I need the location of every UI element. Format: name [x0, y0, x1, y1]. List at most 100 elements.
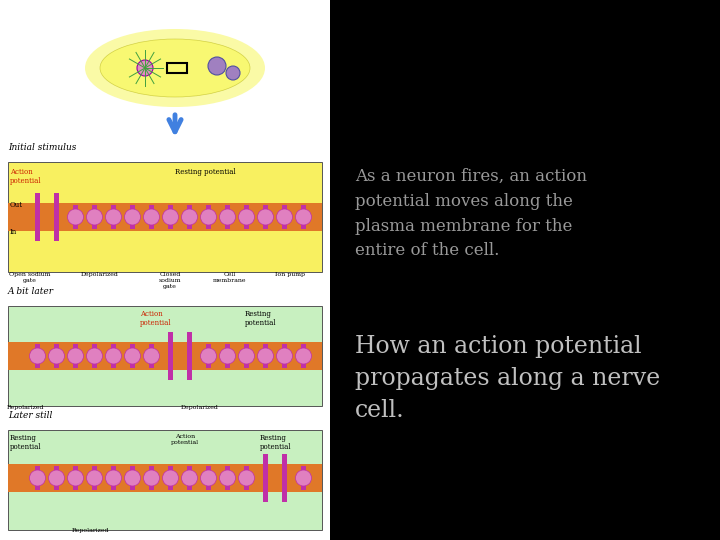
Circle shape [200, 348, 217, 364]
Bar [263, 205, 268, 229]
Circle shape [137, 60, 153, 76]
Bar [92, 205, 97, 229]
Text: Open sodium
gate: Open sodium gate [9, 272, 50, 283]
Bar [130, 466, 135, 490]
Text: Cell
membrane: Cell membrane [213, 272, 247, 283]
Bar [92, 466, 97, 490]
Bar [225, 344, 230, 368]
Bar [111, 205, 116, 229]
Circle shape [48, 470, 65, 486]
Bar [35, 193, 40, 241]
Text: Action
potential: Action potential [140, 310, 171, 327]
Text: Action
potential: Action potential [171, 434, 199, 445]
Bar [206, 466, 211, 490]
Bar [301, 466, 306, 490]
Bar [244, 466, 249, 490]
Bar [206, 205, 211, 229]
Circle shape [48, 348, 65, 364]
Bar [8, 203, 322, 231]
Circle shape [125, 348, 140, 364]
Bar [54, 193, 59, 241]
Circle shape [220, 209, 235, 225]
Circle shape [125, 470, 140, 486]
Bar [282, 454, 287, 502]
Circle shape [143, 348, 160, 364]
Bar [244, 344, 249, 368]
Bar [263, 344, 268, 368]
Bar [282, 344, 287, 368]
Bar [168, 332, 173, 380]
Text: Resting
potential: Resting potential [10, 434, 42, 451]
Bar [168, 205, 173, 229]
Bar [111, 466, 116, 490]
Bar [8, 306, 322, 406]
Text: As a neuron fires, an action
potential moves along the
plasma membrane for the
e: As a neuron fires, an action potential m… [355, 168, 587, 259]
Ellipse shape [85, 29, 265, 107]
Text: Closed
sodium
gate: Closed sodium gate [158, 272, 181, 288]
Bar [111, 344, 116, 368]
Bar [8, 430, 322, 530]
Bar [301, 205, 306, 229]
Circle shape [30, 348, 45, 364]
Text: How an action potential
propagates along a nerve
cell.: How an action potential propagates along… [355, 335, 660, 422]
Circle shape [238, 348, 254, 364]
Circle shape [106, 209, 122, 225]
Circle shape [68, 209, 84, 225]
Bar [282, 205, 287, 229]
Bar [149, 466, 154, 490]
Bar [244, 205, 249, 229]
Circle shape [220, 348, 235, 364]
Bar [8, 342, 322, 370]
Bar [130, 344, 135, 368]
Text: Resting
potential: Resting potential [260, 434, 292, 451]
Text: In: In [10, 228, 17, 236]
Bar [301, 344, 306, 368]
Bar [225, 205, 230, 229]
Bar [149, 205, 154, 229]
Text: Later still: Later still [8, 411, 53, 420]
Bar [73, 466, 78, 490]
Bar [8, 162, 322, 272]
Circle shape [68, 348, 84, 364]
Circle shape [163, 470, 179, 486]
Bar [0, 0, 330, 540]
Bar [73, 344, 78, 368]
Circle shape [86, 348, 102, 364]
Circle shape [220, 470, 235, 486]
Text: A bit later: A bit later [8, 287, 54, 296]
Text: Initial stimulus: Initial stimulus [8, 143, 76, 152]
Circle shape [200, 209, 217, 225]
Bar [187, 332, 192, 380]
Text: Repolarized: Repolarized [6, 405, 44, 410]
Bar [263, 454, 268, 502]
Circle shape [143, 209, 160, 225]
Text: Resting potential: Resting potential [175, 168, 235, 176]
Text: Repolarized: Repolarized [71, 528, 109, 533]
Circle shape [106, 470, 122, 486]
Text: Resting
potential: Resting potential [245, 310, 276, 327]
Bar [35, 466, 40, 490]
Circle shape [258, 209, 274, 225]
Bar [187, 205, 192, 229]
Circle shape [106, 348, 122, 364]
Circle shape [258, 348, 274, 364]
Circle shape [200, 470, 217, 486]
Bar [35, 344, 40, 368]
Circle shape [163, 209, 179, 225]
Bar [73, 205, 78, 229]
Text: Action
potential: Action potential [10, 168, 42, 185]
Circle shape [68, 470, 84, 486]
Circle shape [86, 209, 102, 225]
Text: Out: Out [10, 201, 23, 209]
Bar [167, 63, 187, 73]
Circle shape [125, 209, 140, 225]
Circle shape [238, 470, 254, 486]
Bar [54, 344, 59, 368]
Circle shape [276, 209, 292, 225]
Text: Depolarized: Depolarized [181, 405, 219, 410]
Bar [225, 466, 230, 490]
Circle shape [226, 66, 240, 80]
Bar [187, 466, 192, 490]
Text: Depolarized: Depolarized [81, 272, 119, 277]
Circle shape [30, 470, 45, 486]
